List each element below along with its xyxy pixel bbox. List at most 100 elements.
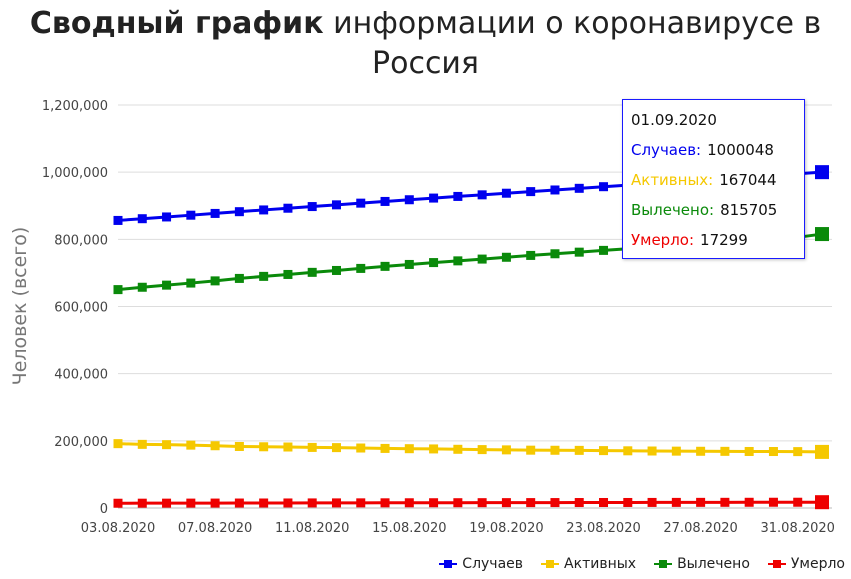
data-point-2 [307,267,317,277]
data-point-2 [815,227,829,242]
data-point-3 [283,498,293,508]
data-point-1 [477,445,487,455]
data-point-2 [526,250,536,260]
data-point-3 [331,498,341,508]
y-tick-label: 800,000 [54,233,108,248]
y-tick-label: 400,000 [54,368,108,383]
data-point-0 [356,198,366,208]
data-point-3 [647,497,657,507]
data-point-3 [380,498,390,508]
data-point-2 [113,285,123,295]
data-point-0 [259,205,269,215]
tooltip-label-recovered: Вылечено: [631,201,715,219]
data-point-2 [501,252,511,262]
tooltip-label-deaths: Умерло: [631,231,695,249]
data-point-2 [574,247,584,257]
data-point-1 [331,443,341,453]
tooltip-value-recovered: 815705 [720,201,778,219]
y-tick-label: 0 [100,502,108,517]
data-point-0 [162,212,172,222]
data-point-2 [599,245,609,255]
data-point-1 [259,442,269,452]
data-point-3 [453,498,463,508]
data-point-1 [526,445,536,455]
data-point-2 [356,263,366,273]
x-tick-label: 11.08.2020 [275,521,349,536]
data-point-3 [429,498,439,508]
data-point-2 [429,258,439,268]
tooltip-row-recovered: Вылечено: 815705 [631,200,796,230]
data-point-1 [186,440,196,450]
legend-swatch [767,558,786,570]
data-point-1 [356,443,366,453]
data-point-1 [380,443,390,453]
data-point-1 [599,446,609,456]
data-point-2 [331,265,341,275]
data-point-3 [599,497,609,507]
x-tick-label: 27.08.2020 [663,521,737,536]
data-point-0 [137,214,147,224]
data-point-3 [768,497,778,507]
data-point-1 [404,444,414,454]
y-tick-label: 200,000 [54,435,108,450]
x-tick-label: 23.08.2020 [566,521,640,536]
y-tick-label: 1,000,000 [42,166,108,181]
data-point-0 [599,182,609,192]
data-point-0 [331,200,341,210]
legend-item[interactable]: Вылечено [654,556,750,572]
data-point-3 [186,498,196,508]
data-point-2 [283,269,293,279]
data-point-2 [550,249,560,259]
data-point-0 [380,196,390,206]
data-point-0 [186,210,196,220]
legend-swatch [439,558,458,570]
tooltip-date: 01.09.2020 [631,111,717,129]
data-point-3 [501,498,511,508]
data-point-1 [210,441,220,451]
data-point-1 [623,446,633,456]
data-point-3 [137,498,147,508]
data-point-3 [356,498,366,508]
data-point-3 [162,498,172,508]
legend-item[interactable]: Умерло [767,556,845,572]
data-point-1 [234,441,244,451]
data-point-1 [283,442,293,452]
data-point-0 [574,183,584,193]
data-point-1 [671,446,681,456]
data-point-0 [550,185,560,195]
data-point-0 [815,165,829,180]
chart-legend: Случаев Активных Вылечено Умерло [439,556,845,572]
data-point-2 [186,278,196,288]
data-point-2 [380,261,390,271]
data-point-0 [113,215,123,225]
y-axis-label: Человек (всего) [9,227,31,386]
tooltip-value-active: 167044 [719,171,777,189]
data-point-3 [234,498,244,508]
data-point-2 [137,282,147,292]
legend-swatch [654,558,673,570]
legend-item[interactable]: Случаев [439,556,523,572]
data-point-1 [501,445,511,455]
y-tick-label: 600,000 [54,301,108,316]
data-point-1 [647,446,657,456]
data-point-1 [550,445,560,455]
legend-label: Случаев [462,556,524,572]
data-point-2 [453,256,463,266]
legend-item[interactable]: Активных [541,556,636,572]
x-tick-label: 19.08.2020 [469,521,543,536]
data-point-3 [477,498,487,508]
data-point-1 [768,447,778,457]
x-tick-label: 03.08.2020 [81,521,155,536]
data-point-3 [550,498,560,508]
data-point-3 [259,498,269,508]
data-point-2 [259,271,269,281]
data-point-0 [526,187,536,197]
data-point-1 [453,444,463,454]
x-tick-label: 15.08.2020 [372,521,446,536]
y-tick-label: 1,200,000 [42,99,108,114]
legend-swatch [541,558,560,570]
data-point-0 [234,207,244,217]
data-point-0 [453,191,463,201]
data-point-3 [210,498,220,508]
